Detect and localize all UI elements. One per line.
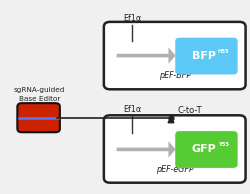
Text: BFP: BFP xyxy=(192,51,216,61)
Polygon shape xyxy=(180,135,238,164)
Text: pEF-eGFP: pEF-eGFP xyxy=(156,165,194,174)
FancyBboxPatch shape xyxy=(104,115,246,183)
FancyBboxPatch shape xyxy=(175,38,238,74)
FancyBboxPatch shape xyxy=(17,103,60,132)
Text: GFP: GFP xyxy=(192,145,216,154)
Text: Ef1α: Ef1α xyxy=(123,14,142,23)
Text: sgRNA-guided: sgRNA-guided xyxy=(14,87,65,93)
Text: C-to-T: C-to-T xyxy=(177,106,202,115)
Text: Y55: Y55 xyxy=(218,142,229,147)
Text: Base Editor: Base Editor xyxy=(18,96,60,102)
Text: pEF-BFP: pEF-BFP xyxy=(158,71,191,80)
FancyBboxPatch shape xyxy=(175,131,238,168)
Text: H55: H55 xyxy=(218,49,229,54)
Text: Ef1α: Ef1α xyxy=(123,105,142,114)
FancyBboxPatch shape xyxy=(104,22,246,89)
Polygon shape xyxy=(180,41,238,71)
